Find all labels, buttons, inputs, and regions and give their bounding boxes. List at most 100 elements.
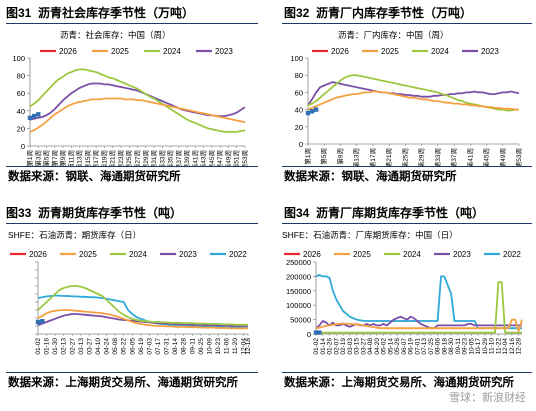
x-tick-label: 第53周 xyxy=(514,148,523,166)
series-line-2023 xyxy=(307,81,520,106)
x-tick-label: 03-27 xyxy=(360,338,367,355)
x-tick-label: 第49周 xyxy=(223,150,232,166)
x-tick-label: 11-10 xyxy=(489,338,496,355)
x-tick-label: 12-04 xyxy=(241,338,248,355)
x-tick-label: 08-28 xyxy=(181,338,188,355)
y-tick-label: 40 xyxy=(295,106,303,115)
x-tick-label: 11-06 xyxy=(224,338,231,355)
legend-label: 2025 xyxy=(111,47,129,56)
x-tick-label: 05-26 xyxy=(394,338,401,355)
x-tick-label: 10-23 xyxy=(215,338,222,355)
x-tick-label: 第27周 xyxy=(133,150,142,166)
y-tick-label: 100 xyxy=(12,54,25,63)
title-rule xyxy=(282,23,532,24)
x-tick-label: 04-10 xyxy=(95,338,102,355)
x-tick-label: 10-09 xyxy=(206,338,213,355)
x-tick-label: 07-25 xyxy=(428,338,435,355)
legend-label: 2026 xyxy=(331,47,349,56)
figure-number: 图32 xyxy=(284,6,310,20)
source-rule xyxy=(6,372,258,373)
x-tick-label: 01-02 xyxy=(313,338,320,355)
y-tick-label: 50000 xyxy=(290,316,311,325)
series-line-2024 xyxy=(316,281,522,334)
x-tick-label: 04-20 xyxy=(374,338,381,355)
x-tick-label: 第43周 xyxy=(199,150,208,166)
legend-label: 2022 xyxy=(503,250,521,259)
x-tick-label: 第49周 xyxy=(498,148,507,166)
legend-label: 2026 xyxy=(59,47,77,56)
x-tick-label: 第9周 xyxy=(335,148,344,165)
x-tick-label: 第41周 xyxy=(190,150,199,166)
series-line-2022 xyxy=(315,274,522,330)
chart-title: 沥青：厂内库存：中国（周） xyxy=(338,30,449,40)
line-chart: SHFE：石油沥青：厂库期货库存：中国（日） 2026 2025 2024 2023 20… xyxy=(282,230,523,355)
x-tick-label: 第1周 xyxy=(25,150,34,166)
title-rule xyxy=(282,223,532,224)
series-point-2026 xyxy=(305,110,311,116)
x-tick-label: 09-23 xyxy=(462,338,469,355)
legend-label: 2024 xyxy=(431,47,449,56)
x-tick-label: 08-18 xyxy=(441,338,448,355)
x-tick-label: 第37周 xyxy=(174,150,183,166)
x-tick-label: 05-22 xyxy=(121,338,128,355)
x-tick-label: 01-16 xyxy=(44,338,51,355)
x-tick-label: 05-08 xyxy=(112,338,119,355)
x-tick-label: 第1周 xyxy=(303,148,312,165)
x-tick-label: 03-27 xyxy=(86,338,93,355)
data-source: 数据来源：钢联、海通期货研究所 xyxy=(8,171,181,183)
figure-caption: 沥青厂库期货库存季节性（吨） xyxy=(316,206,485,220)
figure-title: 图33 沥青期货库存季节性（吨） xyxy=(6,204,182,222)
x-tick-label: 07-13 xyxy=(421,338,428,355)
x-tick-label: 第13周 xyxy=(352,148,361,166)
x-tick-label: 第23周 xyxy=(116,150,125,166)
figure-number: 图31 xyxy=(6,6,32,20)
series-point-2026 xyxy=(309,109,315,114)
chart-title: SHFE：石油沥青：厂库期货库存：中国（日） xyxy=(282,230,458,240)
x-tick-label: 第17周 xyxy=(368,148,377,166)
x-tick-label: 第33周 xyxy=(433,148,442,166)
x-tick-label: 08-30 xyxy=(448,338,455,355)
x-tick-label: 02-27 xyxy=(69,338,76,355)
x-tick-label: 02-07 xyxy=(333,338,340,355)
x-tick-label: 05-14 xyxy=(387,338,394,355)
x-tick-label: 06-19 xyxy=(408,338,415,355)
y-tick-label: 0 xyxy=(21,142,25,151)
line-chart: 沥青：社会库存：中国（周） 2026 2025 2024 2023 0 20 40 60 80 10… xyxy=(12,30,249,166)
x-tick-label: 06-07 xyxy=(401,338,408,355)
legend-label: 2023 xyxy=(453,250,471,259)
data-source: 数据来源：钢联、海通期货研究所 xyxy=(284,171,457,183)
x-tick-label: 09-11 xyxy=(189,338,196,355)
x-tick-label: 第3周 xyxy=(33,150,42,166)
x-tick-label: 第11周 xyxy=(66,150,75,166)
x-tick-label: 第29周 xyxy=(141,150,150,166)
figure-caption: 沥青期货库存季节性（吨） xyxy=(38,206,183,220)
legend-label: 2025 xyxy=(381,47,399,56)
series-line-2025 xyxy=(29,97,246,133)
x-tick-label: 第19周 xyxy=(99,150,108,166)
x-tick-label: 07-01 xyxy=(414,338,421,355)
y-tick-label: 0 xyxy=(307,330,311,339)
y-tick-label: 0 xyxy=(299,140,303,149)
x-tick-label: 03-15 xyxy=(354,338,361,355)
x-tick-label: 04-24 xyxy=(104,338,111,355)
title-rule xyxy=(6,23,258,24)
legend-label: 2022 xyxy=(229,250,247,259)
line-chart: SHFE：石油沥青：期货库存（日） 2026 2025 2024 2023 2022 01-… xyxy=(8,230,252,355)
series-line-2024 xyxy=(29,68,246,133)
x-tick-label: 12-28 xyxy=(516,338,523,355)
y-tick-label: 60 xyxy=(17,89,25,98)
legend-label: 2023 xyxy=(179,250,197,259)
series-point-2026 xyxy=(40,319,45,324)
x-tick-label: 第21周 xyxy=(384,148,393,166)
y-tick-label: 60 xyxy=(295,88,303,97)
source-rule xyxy=(282,372,532,373)
legend-label: 2024 xyxy=(163,47,181,56)
y-tick-label: 150000 xyxy=(286,287,311,296)
y-tick-label: 250000 xyxy=(286,258,311,267)
series-point-2026 xyxy=(317,330,322,335)
x-tick-label: 02-19 xyxy=(340,338,347,355)
series-point-2026 xyxy=(27,115,33,121)
x-tick-label: 第7周 xyxy=(50,150,59,166)
x-tick-label: 09-11 xyxy=(455,338,462,355)
x-tick-label: 第31周 xyxy=(149,150,158,166)
